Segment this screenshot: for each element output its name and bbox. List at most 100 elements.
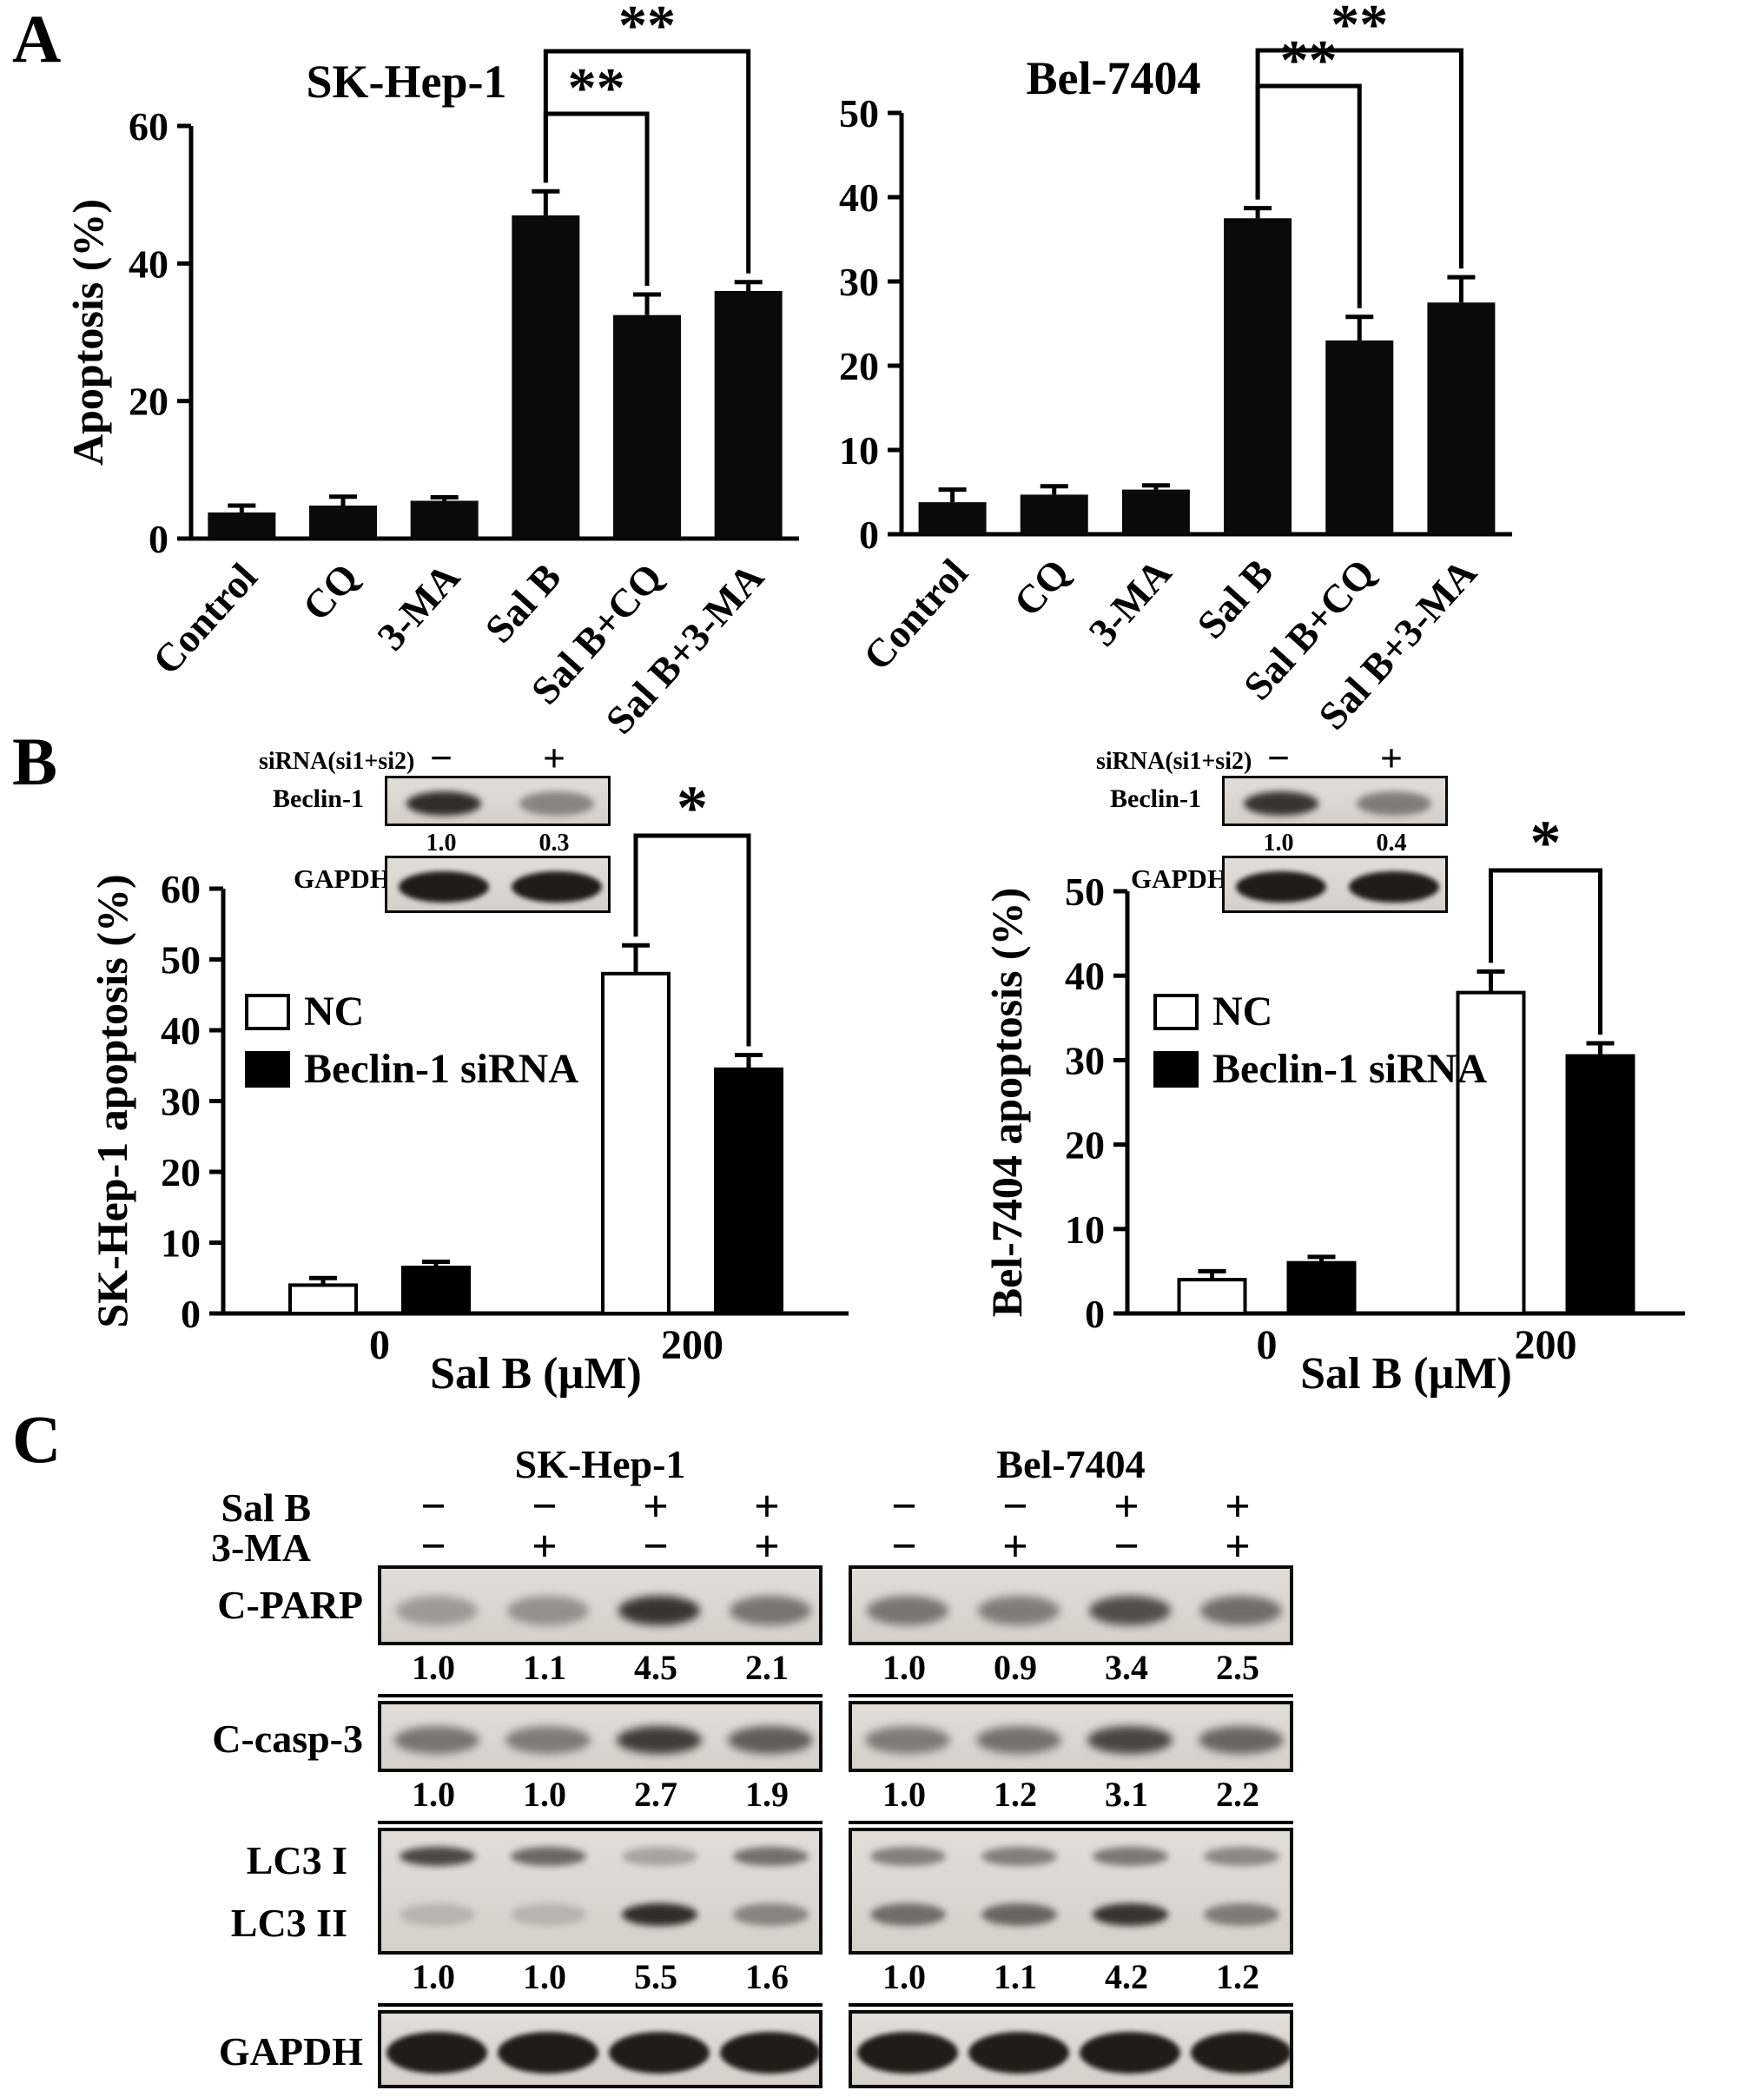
blot-band — [1080, 2032, 1180, 2074]
densitometry-value: 1.1 — [523, 1648, 566, 1687]
y-tick-label: 30 — [1065, 1038, 1105, 1082]
bar-sal-b+cq — [1325, 340, 1394, 534]
bar-3-ma — [410, 500, 479, 539]
blot-label-lc3-ii: LC3 II — [230, 1901, 347, 1945]
bar-sal-b+cq — [613, 314, 681, 539]
significance-label: * — [677, 773, 708, 843]
y-axis-label: SK-Hep-1 apoptosis (%) — [88, 874, 136, 1327]
blot-band — [506, 1595, 590, 1625]
blot-band — [976, 1726, 1061, 1754]
y-tick-label: 10 — [161, 1221, 201, 1266]
blot-band — [399, 1903, 475, 1927]
blot-band — [732, 1847, 809, 1867]
treatment-symbol: + — [754, 1522, 780, 1571]
legend-swatch — [245, 1051, 290, 1088]
y-tick-label: 30 — [839, 260, 879, 304]
densitometry-value: 1.9 — [745, 1775, 789, 1814]
plus-symbol: + — [542, 736, 566, 780]
blot-sk-gapdh — [378, 2010, 823, 2088]
densitometry-value: 1.0 — [412, 1775, 455, 1814]
blot-band — [728, 1726, 813, 1754]
blot-band — [857, 2032, 958, 2074]
y-axis-label: Bel-7404 apoptosis (%) — [982, 888, 1031, 1317]
y-tick-label: 20 — [161, 1150, 201, 1194]
legend-label: Beclin-1 siRNA — [1212, 1046, 1487, 1092]
treatment-label: Sal B — [221, 1485, 311, 1530]
bar-control — [208, 512, 276, 539]
sirna-label: siRNA(si1+si2) — [259, 748, 415, 775]
blot-band — [869, 1903, 946, 1927]
sirna-label: siRNA(si1+si2) — [1096, 748, 1252, 775]
blot-bel-gapdh — [849, 2010, 1293, 2088]
blot-band — [1199, 1595, 1283, 1625]
blot-label-gapdh: GAPDH — [218, 2029, 363, 2074]
beclin1-blot — [1222, 776, 1448, 826]
treatment-symbol: − — [532, 1482, 558, 1531]
gapdh-blot — [1222, 856, 1448, 913]
blot-band — [981, 1847, 1057, 1867]
chart-apoptosis-bel-7404: 0 10 20 30 40 50 Bel-7404 Control CQ 3-MA Sal B Sal… — [799, 0, 1598, 738]
bar-nc-200 — [1456, 990, 1526, 1315]
densitometry-value: 4.5 — [634, 1648, 677, 1687]
treatment-symbol: + — [1225, 1522, 1251, 1571]
treatment-symbol: + — [1002, 1522, 1028, 1571]
significance-label: ** — [568, 56, 625, 120]
blot-band — [1087, 1726, 1173, 1754]
x-axis-label: Sal B (µM) — [1300, 1349, 1512, 1399]
blot-band — [519, 791, 594, 816]
blot-band — [395, 1595, 479, 1625]
significance-label: ** — [1280, 29, 1338, 92]
significance-bracket — [543, 49, 751, 274]
y-tick-label: 60 — [129, 104, 168, 149]
treatment-symbol: − — [420, 1482, 446, 1531]
y-tick-label: 0 — [149, 517, 168, 561]
blot-label-c-parp: C-PARP — [217, 1583, 363, 1627]
blot-band — [617, 1726, 702, 1754]
bar-sal-b — [512, 215, 580, 539]
treatment-symbol: − — [1002, 1482, 1028, 1531]
header-sk-hep-1: SK-Hep-1 — [514, 1442, 686, 1486]
y-tick-label: 20 — [839, 344, 879, 388]
significance-label: ** — [618, 0, 676, 57]
y-tick-label: 10 — [839, 428, 879, 473]
bar-beclin-1-sirna-200 — [1565, 1054, 1635, 1315]
densitometry-value: 0.3 — [538, 830, 570, 857]
bar-beclin-1-sirna-0 — [1286, 1260, 1357, 1315]
blot-band — [505, 1726, 591, 1754]
y-tick-label: 0 — [859, 513, 879, 557]
blot-band — [498, 2032, 598, 2074]
y-axis-label: Apoptosis (%) — [63, 199, 112, 466]
chart-sirna-apoptosis-sk-hep-1: 0 10 20 30 40 50 60 SK-Hep-1 apoptosis (%) 0 200 S… — [69, 764, 903, 1459]
loading-control-label: GAPDH — [294, 863, 391, 894]
blot-band — [968, 2032, 1069, 2074]
y-tick-label: 0 — [181, 1292, 201, 1336]
blot-band — [406, 791, 481, 816]
densitometry-value: 1.1 — [994, 1957, 1037, 1996]
x-tick-label: 200 — [661, 1322, 723, 1368]
bar-sal-b+3-ma — [1427, 302, 1496, 534]
bar-beclin-1-sirna-200 — [714, 1067, 783, 1315]
blot-band — [386, 2032, 487, 2074]
blot-band — [1236, 871, 1326, 903]
bar-chart-b-left: 0 10 20 30 40 50 60 SK-Hep-1 apoptosis (%) 0 200 S… — [88, 773, 849, 1399]
bar-control — [918, 502, 987, 534]
blot-band — [720, 2032, 819, 2074]
treatment-symbol: − — [1113, 1522, 1140, 1571]
y-tick-label: 40 — [839, 175, 879, 220]
beclin1-knockdown-blot-sk-hep-1: siRNA(si1+si2) − + Beclin-1 1.0 0.3 GAPDH — [259, 736, 624, 923]
protein-label: Beclin-1 — [273, 784, 364, 813]
beclin1-blot — [385, 776, 611, 826]
treatment-symbol: + — [643, 1482, 669, 1531]
blot-band — [609, 2032, 710, 2074]
panel-c-label: C — [12, 1401, 62, 1477]
bar-sal-b+3-ma — [714, 291, 783, 539]
y-tick-label: 50 — [161, 938, 201, 982]
densitometry-value: 1.0 — [882, 1775, 926, 1814]
densitometry-value: 0.9 — [994, 1648, 1037, 1687]
blot-band — [621, 1847, 697, 1867]
blot-band — [869, 1847, 946, 1867]
densitometry-value: 2.7 — [634, 1775, 677, 1814]
blot-band — [510, 1847, 586, 1867]
